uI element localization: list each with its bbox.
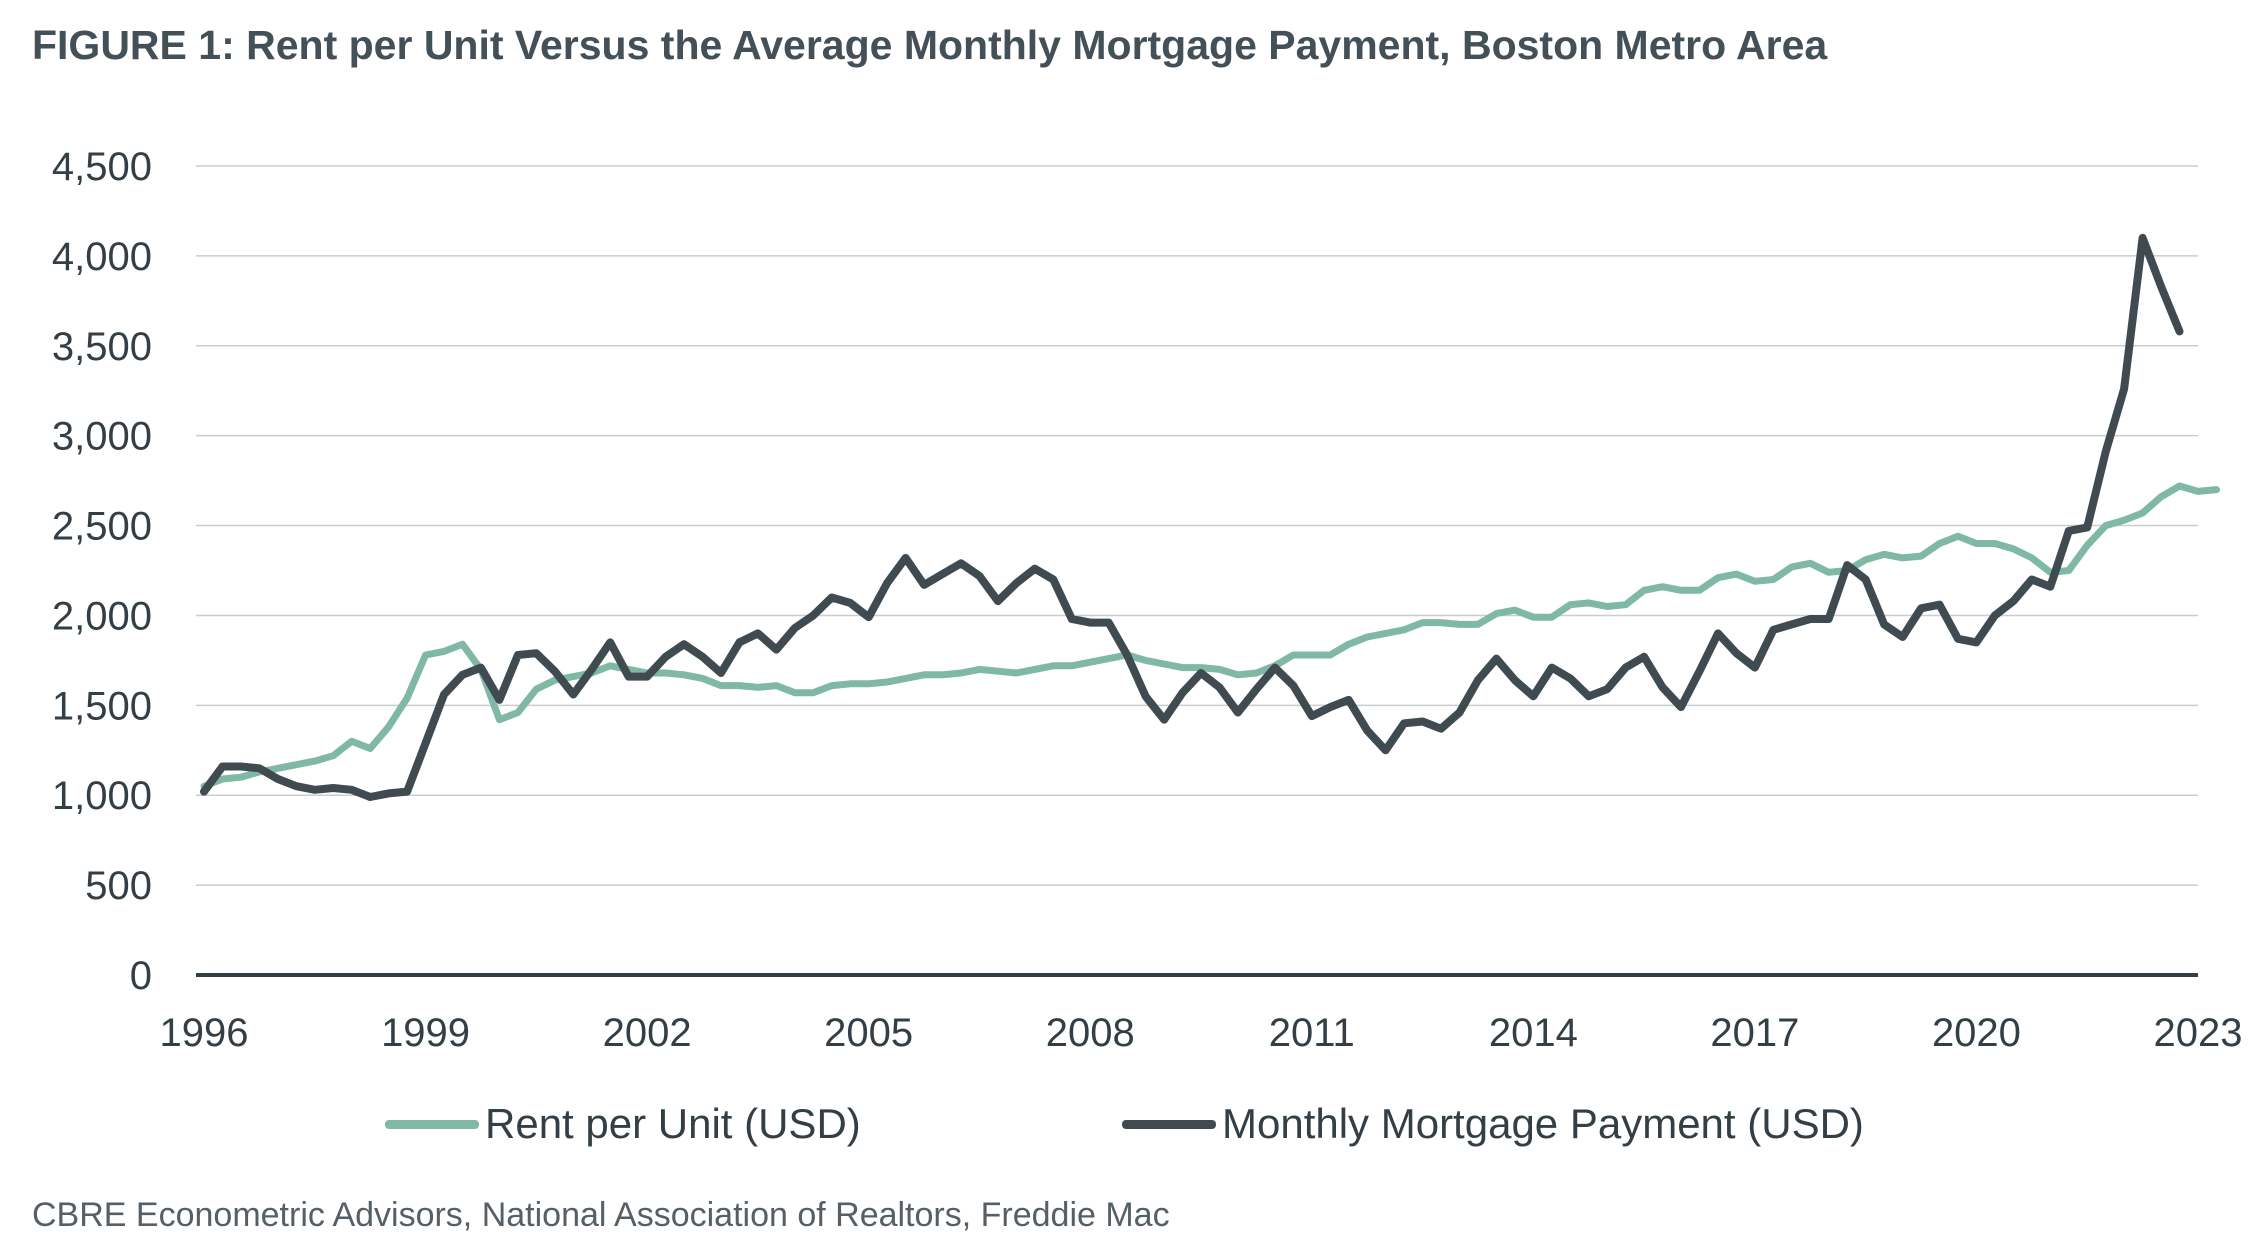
x-tick-label: 2008 <box>1046 1011 1135 1055</box>
y-axis-tick-labels: 0 500 1,000 1,500 2,000 2,500 3,000 3,500 4,000 4… <box>52 145 152 998</box>
x-tick-label: 1999 <box>381 1011 470 1055</box>
series-lines <box>200 233 2220 801</box>
legend-label-rent: Rent per Unit (USD) <box>485 1100 861 1147</box>
legend-item-rent: Rent per Unit (USD) <box>385 1100 861 1148</box>
source-note: CBRE Econometric Advisors, National Asso… <box>32 1196 1170 1234</box>
y-tick-label: 2,500 <box>52 505 152 549</box>
x-tick-label: 2014 <box>1489 1011 1578 1055</box>
y-tick-label: 0 <box>130 954 152 998</box>
x-tick-label: 2011 <box>1269 1011 1355 1055</box>
x-tick-label: 1996 <box>160 1011 249 1055</box>
series-line-mortgage <box>200 233 2184 801</box>
legend-swatch-rent <box>385 1119 479 1129</box>
gridlines <box>196 165 2198 886</box>
x-tick-label: 2017 <box>1710 1011 1799 1055</box>
x-tick-label: 2020 <box>1932 1011 2021 1055</box>
legend-label-mortgage: Monthly Mortgage Payment (USD) <box>1222 1100 1864 1147</box>
series-line-rent <box>200 482 2220 790</box>
x-tick-label: 2005 <box>824 1011 913 1055</box>
legend-item-mortgage: Monthly Mortgage Payment (USD) <box>1122 1100 1864 1148</box>
x-axis-tick-labels: 1996 1999 2002 2005 2008 2011 2014 2017 2020 2023 <box>160 1011 2243 1055</box>
legend: Rent per Unit (USD) Monthly Mortgage Pay… <box>0 1100 2259 1160</box>
chart-title: FIGURE 1: Rent per Unit Versus the Avera… <box>32 22 1828 68</box>
y-tick-label: 2,000 <box>52 594 152 638</box>
x-tick-label: 2002 <box>603 1011 692 1055</box>
y-tick-label: 3,000 <box>52 415 152 459</box>
y-tick-label: 1,500 <box>52 684 152 728</box>
legend-swatch-mortgage <box>1122 1119 1216 1129</box>
y-tick-label: 3,500 <box>52 325 152 369</box>
y-tick-label: 1,000 <box>52 774 152 818</box>
x-tick-label: 2023 <box>2154 1011 2243 1055</box>
y-tick-label: 4,000 <box>52 235 152 279</box>
y-tick-label: 500 <box>85 864 152 908</box>
y-tick-label: 4,500 <box>52 145 152 189</box>
